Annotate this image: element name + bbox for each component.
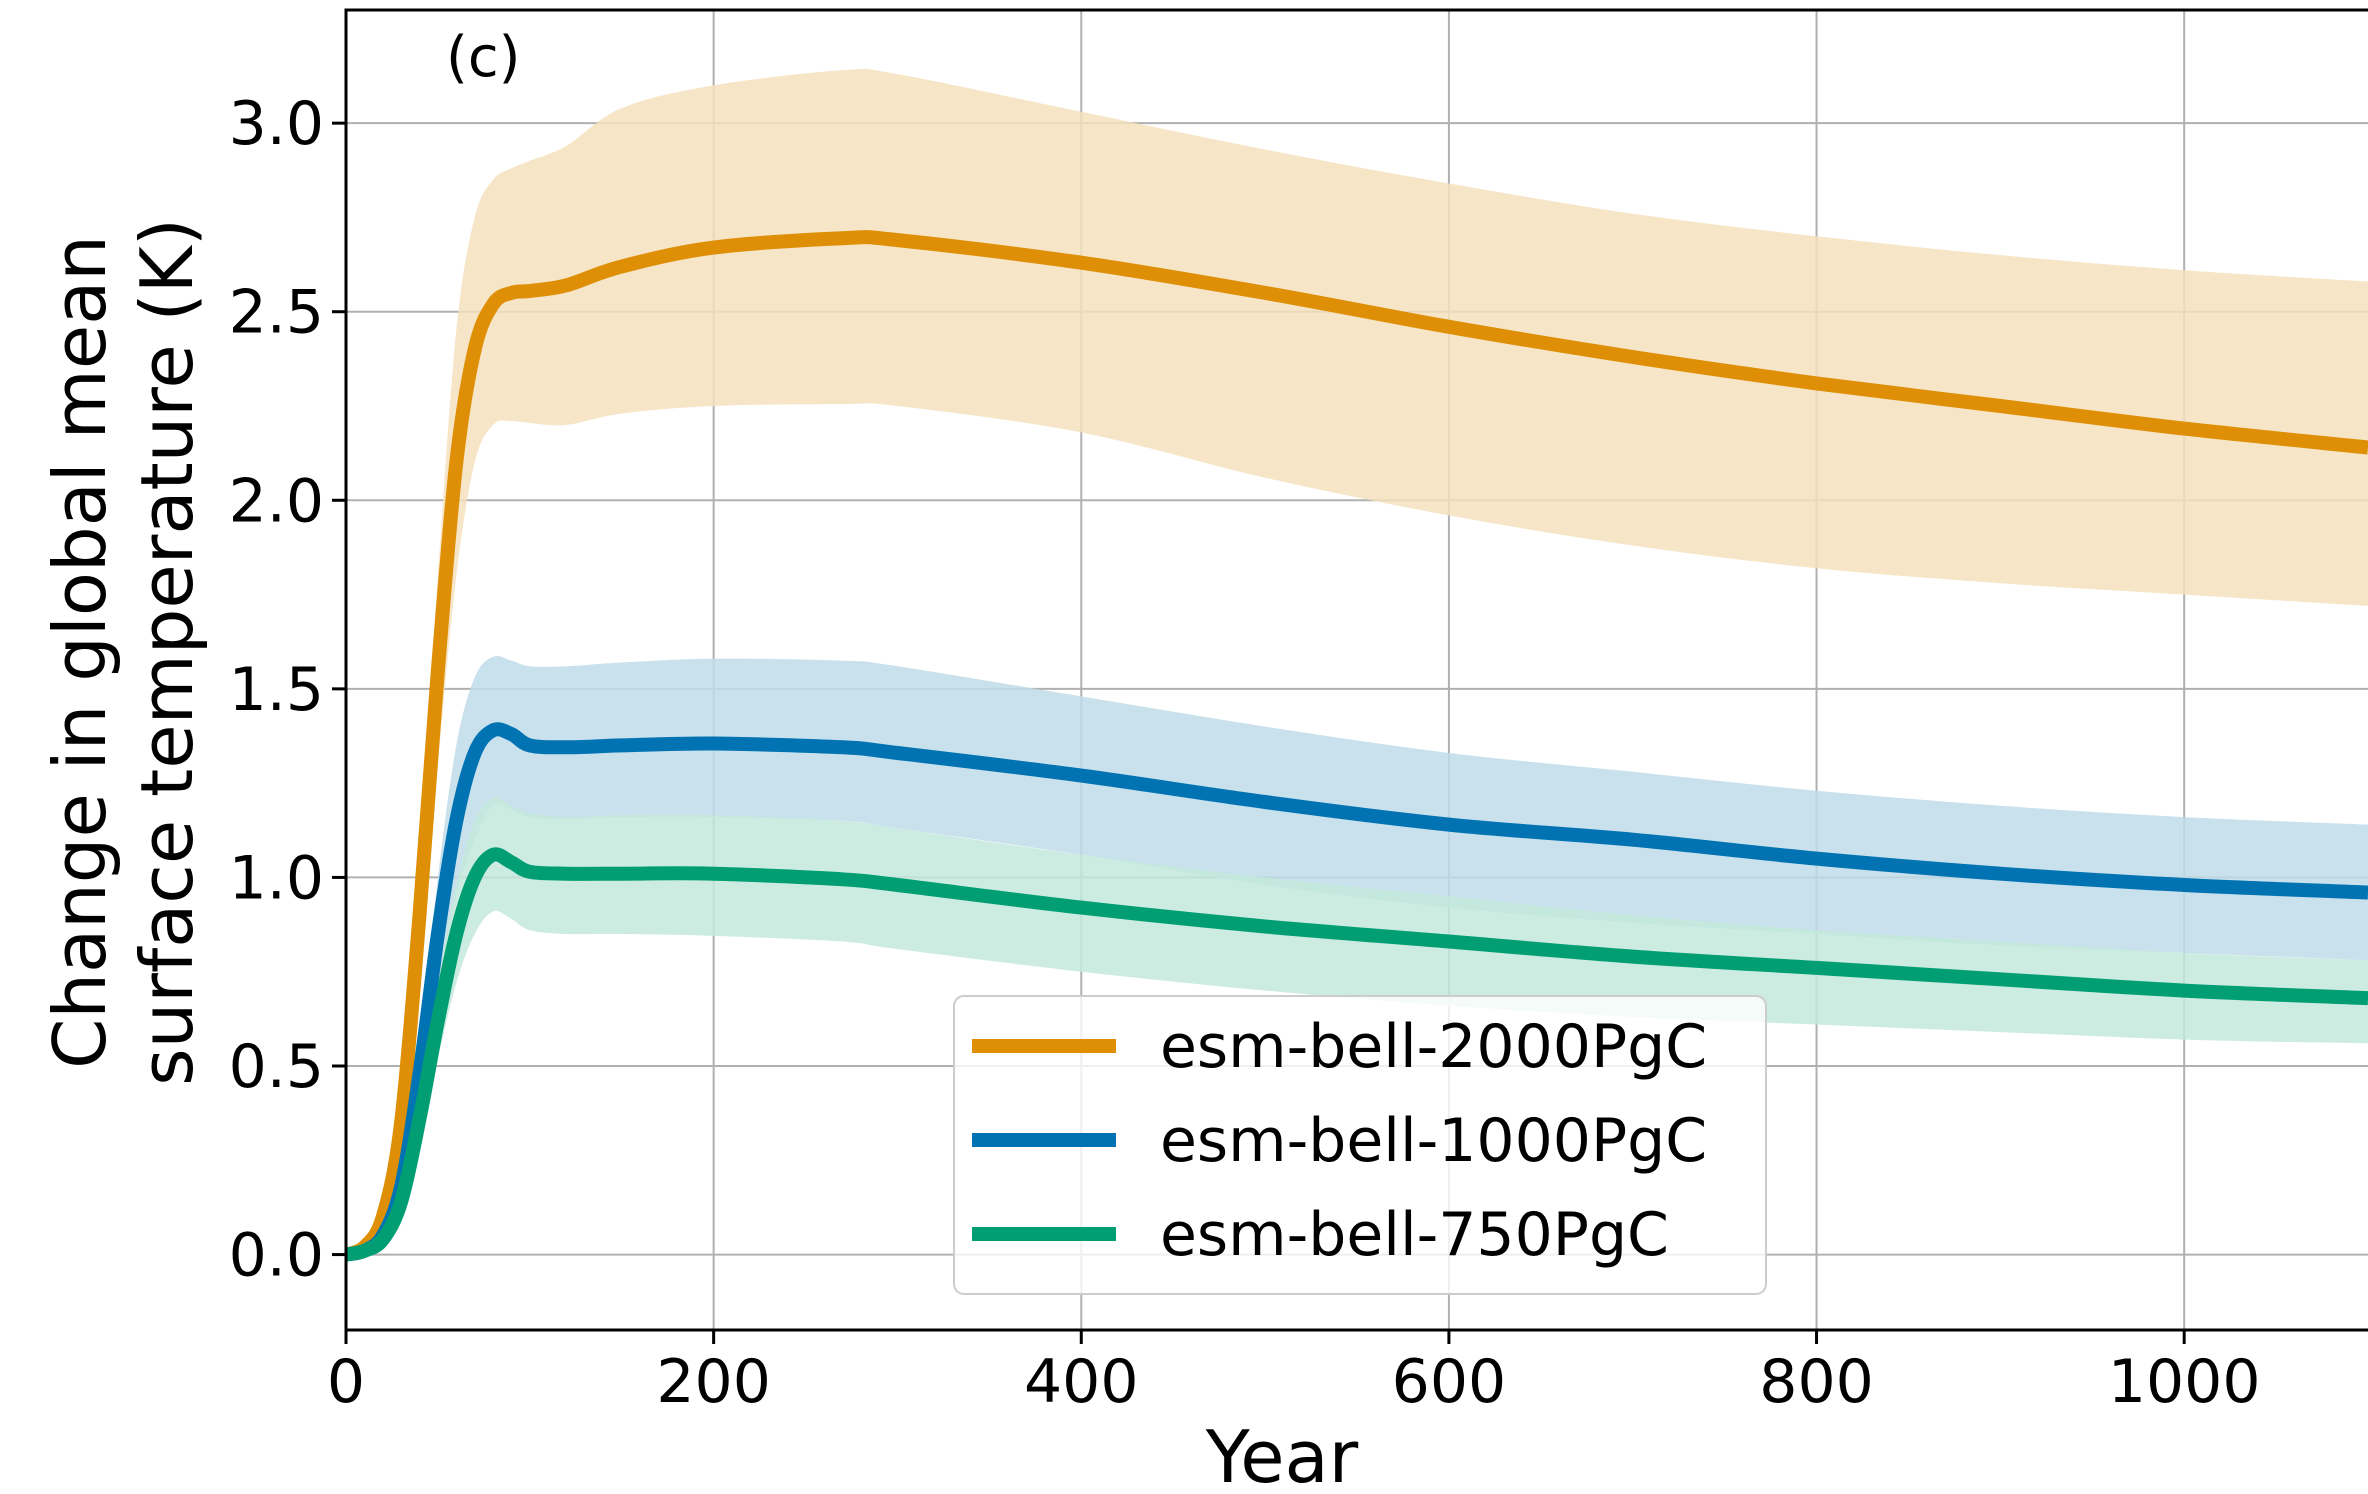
y-tick-label: 1.5 — [229, 655, 324, 725]
legend-label: esm-bell-750PgC — [1160, 1200, 1669, 1270]
band-esm-bell-1000PgC — [346, 655, 2368, 1255]
x-tick-label: 0 — [327, 1347, 365, 1417]
y-axis-title-line1: Change in global mean — [38, 235, 122, 1069]
x-tick-label: 800 — [1759, 1347, 1874, 1417]
ticks: 0 200 400 600 800 1000 0.0 0.5 1.0 1.5 2.0 2.5 3.0 — [229, 89, 2261, 1417]
y-axis-title-line2: surface temperature (K) — [125, 218, 209, 1086]
legend: esm-bell-2000PgC esm-bell-1000PgC esm-bell… — [953, 995, 1767, 1295]
y-tick-label: 0.5 — [229, 1032, 324, 1102]
series-line-esm-bell-1000PgC — [346, 722, 2368, 1262]
x-axis-title: Year — [1205, 1415, 1359, 1494]
x-tick-label: 400 — [1024, 1347, 1139, 1417]
y-axis-title: Change in global mean — [38, 235, 122, 1069]
uncertainty-bands — [346, 68, 2368, 1255]
panel-label: (c) — [446, 25, 520, 90]
x-tick-label: 200 — [656, 1347, 771, 1417]
series-line-esm-bell-750PgC — [346, 847, 2368, 1262]
y-tick-label: 2.0 — [229, 466, 324, 536]
y-axis-title-2: surface temperature (K) — [125, 218, 209, 1086]
y-tick-label: 2.5 — [229, 278, 324, 348]
plot-frame — [344, 8, 2368, 1332]
band-esm-bell-750PgC — [346, 797, 2368, 1255]
series-line-esm-bell-2000PgC — [346, 230, 2368, 1262]
series-lines — [346, 230, 2368, 1262]
legend-box — [953, 995, 1767, 1295]
x-tick-label: 1000 — [2108, 1347, 2261, 1417]
y-tick-label: 0.0 — [229, 1221, 324, 1291]
y-tick-label: 1.0 — [229, 843, 324, 913]
legend-label: esm-bell-2000PgC — [1160, 1012, 1707, 1082]
x-tick-label: 600 — [1392, 1347, 1507, 1417]
band-esm-bell-2000PgC — [346, 68, 2368, 1255]
legend-label: esm-bell-1000PgC — [1160, 1106, 1707, 1176]
y-tick-label: 3.0 — [229, 89, 324, 159]
